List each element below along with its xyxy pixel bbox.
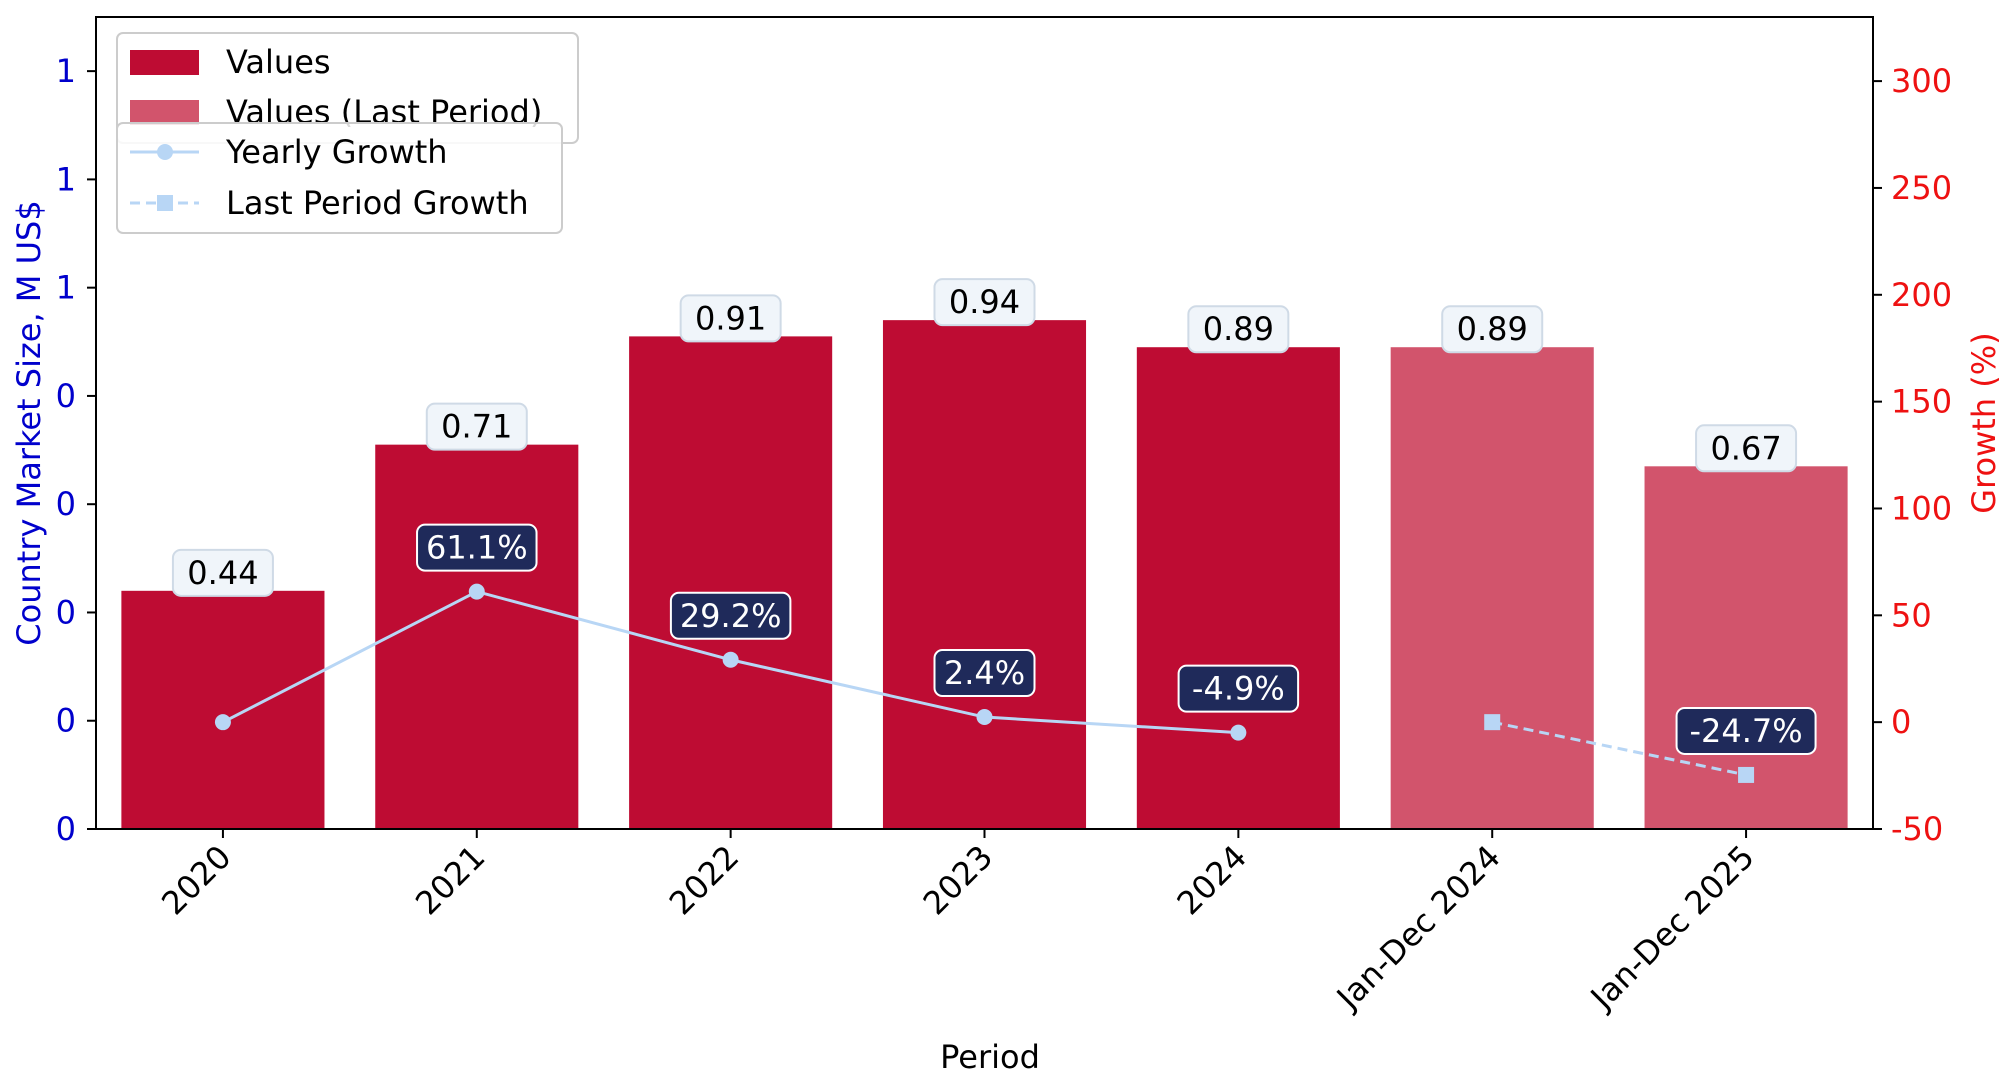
x-tick-label: 2021	[408, 838, 492, 922]
legend-label-yearly-growth: Yearly Growth	[225, 133, 448, 171]
y-axis-title: Country Market Size, M US$	[10, 200, 48, 645]
bar-2024	[1136, 347, 1340, 829]
y-tick-label: 0	[56, 485, 76, 523]
value-label-2022-text: 0.91	[695, 299, 766, 337]
growth-label-2021-box	[416, 523, 538, 572]
value-label-2020: 0.44	[171, 548, 274, 597]
growth-label-2021: 61.1%	[416, 523, 538, 572]
y2-tick-label: 0	[1891, 703, 1911, 741]
y-tick-label: 0	[56, 593, 76, 631]
legend-label-last-period-growth: Last Period Growth	[226, 184, 529, 222]
value-label-jan-dec-2025: 0.67	[1695, 424, 1798, 473]
bar-2020	[121, 590, 325, 829]
y2-tick-label: 150	[1891, 383, 1952, 421]
value-label-2021-box	[425, 402, 528, 451]
growth-label-jan-dec-2025-box	[1675, 706, 1817, 755]
y2-tick-label: 200	[1891, 276, 1952, 314]
value-label-2021: 0.71	[425, 402, 528, 451]
legend-label-values: Values	[226, 43, 331, 81]
growth-label-2024: -4.9%	[1177, 664, 1300, 713]
x-tick-label: 2022	[662, 838, 746, 922]
marker-yearly-growth-2020	[214, 714, 231, 731]
x-axis-title: Period	[940, 1038, 1040, 1076]
value-label-2020-text: 0.44	[187, 554, 258, 592]
growth-label-2022: 29.2%	[669, 591, 792, 640]
legend-lines: Yearly Growth Last Period Growth	[116, 122, 563, 234]
legend-swatch-values-last-period	[130, 100, 199, 125]
value-label-2023: 0.94	[933, 278, 1036, 327]
y2-tick-label: 100	[1891, 489, 1952, 527]
y2-tick-label: 250	[1891, 169, 1952, 207]
growth-label-jan-dec-2025: -24.7%	[1675, 706, 1817, 755]
y2-tick-label: -50	[1891, 810, 1943, 848]
x-tick-label: Jan-Dec 2024	[1328, 838, 1508, 1018]
y-tick-label: 1	[56, 160, 76, 198]
value-label-2024: 0.89	[1187, 305, 1290, 354]
marker-yearly-growth-2023	[976, 709, 993, 726]
marker-last-period-growth-jan-dec-2025	[1738, 766, 1755, 783]
y2-tick-label: 50	[1891, 596, 1932, 634]
growth-label-2022-text: 29.2%	[680, 597, 782, 635]
y-tick-label: 0	[56, 702, 76, 740]
legend-swatch-values	[130, 50, 199, 75]
y2-axis-title: Growth (%)	[1965, 332, 2003, 513]
value-label-2022-box	[679, 294, 782, 343]
bar-jan-dec-2024	[1390, 347, 1594, 829]
bar-2021	[375, 444, 579, 829]
y-tick-label: 1	[56, 269, 76, 307]
growth-label-2024-text: -4.9%	[1192, 670, 1285, 708]
legend-marker-last-period-growth	[157, 195, 173, 211]
value-label-2023-text: 0.94	[949, 283, 1020, 321]
growth-label-2023: 2.4%	[933, 649, 1036, 698]
growth-label-2024-box	[1177, 664, 1300, 713]
growth-label-jan-dec-2025-text: -24.7%	[1689, 712, 1802, 750]
x-tick-label: 2023	[916, 838, 1000, 922]
bar-2022	[629, 336, 833, 829]
value-label-2022: 0.91	[679, 294, 782, 343]
x-tick-label: Jan-Dec 2025	[1582, 838, 1762, 1018]
value-label-jan-dec-2024-box	[1441, 305, 1544, 354]
value-label-2023-box	[933, 278, 1036, 327]
growth-label-2023-box	[933, 649, 1036, 698]
marker-yearly-growth-2021	[468, 583, 485, 600]
legend-lines-frame	[116, 122, 563, 234]
marker-last-period-growth-jan-dec-2024	[1484, 714, 1501, 731]
value-label-jan-dec-2024: 0.89	[1441, 305, 1544, 354]
value-label-2024-text: 0.89	[1203, 310, 1274, 348]
value-label-jan-dec-2025-text: 0.67	[1710, 429, 1781, 467]
marker-yearly-growth-2024	[1230, 724, 1247, 741]
value-label-jan-dec-2025-box	[1695, 424, 1798, 473]
x-tick-label: 2020	[154, 838, 238, 922]
growth-label-2021-text: 61.1%	[426, 529, 528, 567]
marker-yearly-growth-2022	[722, 651, 739, 668]
value-label-2024-box	[1187, 305, 1290, 354]
growth-label-2022-box	[669, 591, 792, 640]
y-tick-label: 0	[56, 377, 76, 415]
y-tick-label: 1	[56, 52, 76, 90]
value-label-jan-dec-2024-text: 0.89	[1457, 310, 1528, 348]
y2-tick-label: 300	[1891, 62, 1952, 100]
value-label-2020-box	[171, 548, 274, 597]
value-label-2021-text: 0.71	[441, 408, 512, 446]
growth-label-2023-text: 2.4%	[944, 654, 1025, 692]
y-tick-label: 0	[56, 810, 76, 848]
line-last-period-growth	[1491, 720, 1747, 777]
legend-marker-yearly-growth	[157, 144, 173, 160]
x-tick-label: 2024	[1170, 838, 1254, 922]
bar-2023	[882, 320, 1087, 829]
